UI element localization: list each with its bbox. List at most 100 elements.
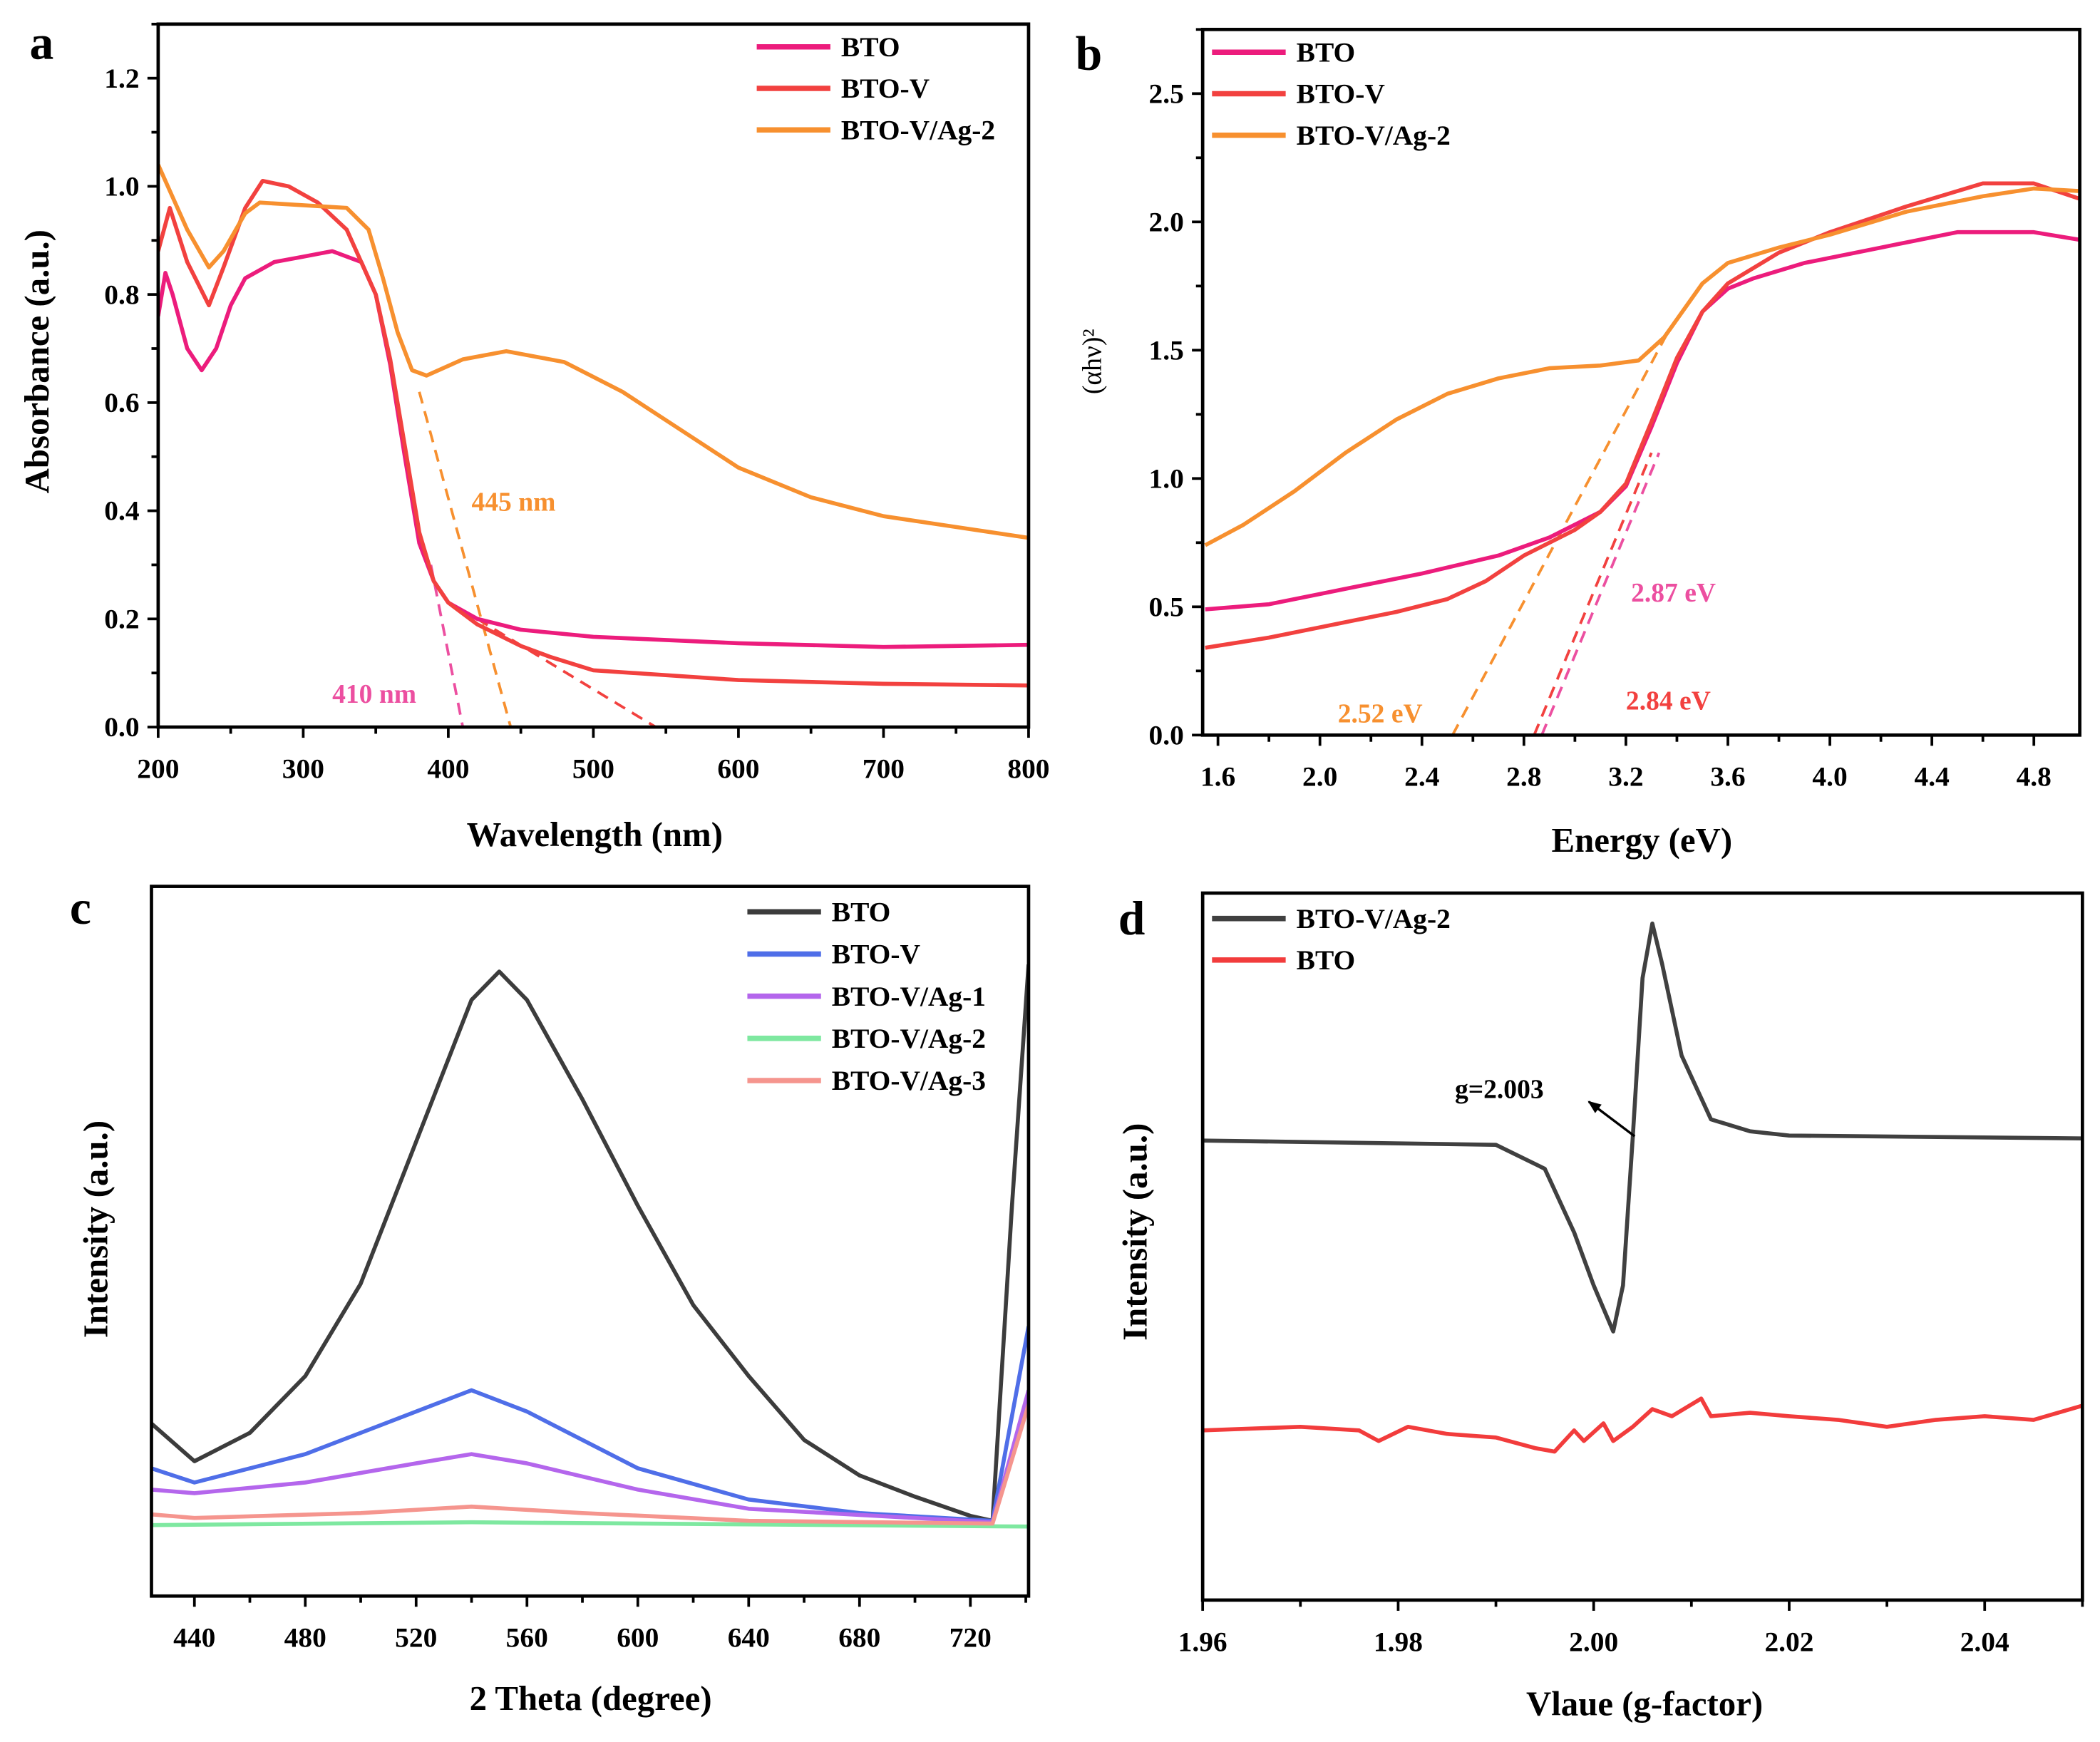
panel-letter-b: b	[1076, 27, 1103, 81]
x-tick-label: 700	[863, 753, 905, 784]
x-tick-label: 640	[728, 1622, 770, 1654]
x-tick-label: 680	[838, 1622, 880, 1654]
legend-label: BTO-V/Ag-3	[832, 1065, 986, 1096]
plot-area	[1203, 921, 2083, 1454]
panel-letter-c: c	[70, 881, 91, 934]
panel-c-pl-chart: c 2 Theta (degree) Intensity (a.u.) 440 4…	[70, 881, 1031, 1718]
legend-label: BTO-V	[841, 73, 930, 104]
x-axis-title: 2 Theta (degree)	[470, 1679, 712, 1718]
legend-label: BTO	[1297, 36, 1356, 68]
x-tick-label: 2.8	[1506, 761, 1541, 793]
y-axis-title: (αhν)²	[1078, 329, 1107, 394]
x-tick-label: 400	[427, 753, 469, 784]
legend-label: BTO-V/Ag-2	[832, 1023, 986, 1054]
x-tick-label: 300	[282, 753, 324, 784]
plot-area	[1204, 181, 2080, 736]
y-tick-label: 0.8	[104, 279, 139, 310]
legend-label: BTO	[832, 896, 891, 927]
series-line-bto-v-ag-2	[151, 1520, 1029, 1529]
x-tick-label: 2.0	[1302, 761, 1337, 793]
legend-label: BTO-V/Ag-2	[841, 114, 995, 145]
x-tick-label: 800	[1007, 753, 1049, 784]
tangent-line	[1540, 452, 1661, 736]
y-tick-label: 0.6	[104, 387, 139, 418]
legend-label: BTO	[1297, 944, 1356, 976]
x-axis-title: Vlaue (g-factor)	[1526, 1684, 1763, 1723]
x-tick-label: 2.00	[1569, 1626, 1618, 1657]
series-line-bto	[151, 964, 1029, 1523]
x-tick-label: 4.0	[1812, 761, 1847, 793]
x-tick-label: 1.98	[1374, 1626, 1423, 1657]
plot-frame	[1200, 891, 2084, 1602]
panel-letter-d: d	[1118, 892, 1146, 945]
series-line-bto-v-ag-2	[1203, 921, 2083, 1334]
panel-a-absorbance-chart: a Wavelength (nm) Absorbance (a.u.) 200 3…	[17, 16, 1050, 855]
panel-letter-a: a	[30, 16, 54, 70]
annotation-label: 410 nm	[332, 680, 416, 709]
x-tick-label: 1.6	[1200, 761, 1235, 793]
x-tick-label: 3.6	[1710, 761, 1745, 793]
x-tick-label: 720	[949, 1622, 992, 1654]
tangent-line	[429, 565, 465, 728]
y-tick-label: 1.0	[1149, 463, 1184, 494]
x-tick-label: 2.4	[1404, 761, 1439, 793]
y-tick-label: 0.4	[104, 495, 139, 527]
x-tick-label: 200	[137, 753, 179, 784]
legend-label: BTO-V	[1297, 78, 1386, 110]
y-tick-label: 0.5	[1149, 591, 1184, 622]
plot-frame	[1200, 27, 2081, 737]
x-tick-label: 1.96	[1178, 1626, 1227, 1657]
plot-area	[151, 964, 1029, 1529]
legend-label: BTO-V	[832, 939, 921, 970]
x-tick-label: 480	[284, 1622, 326, 1654]
panel-d-epr-chart: d Vlaue (g-factor) Intensity (a.u.) 1.96…	[1115, 891, 2084, 1723]
legend-label: BTO	[841, 31, 900, 63]
series-line-bto-v-ag-1	[151, 1389, 1029, 1525]
y-axis-title: Intensity (a.u.)	[76, 1120, 115, 1338]
x-tick-label: 600	[717, 753, 759, 784]
plot-area	[158, 163, 1029, 728]
x-axis-title: Energy (eV)	[1552, 820, 1733, 860]
panel-b-tauc-chart: b Energy (eV) (αhν)² 1.6 2.0 2.4 2.8 3.2 3.6 4…	[1076, 27, 2081, 860]
series-line-bto-v-ag-3	[151, 1403, 1029, 1526]
y-tick-label: 2.5	[1149, 78, 1184, 109]
x-tick-label: 440	[173, 1622, 215, 1654]
tangent-line	[1533, 452, 1653, 736]
x-axis-title: Wavelength (nm)	[467, 815, 723, 854]
y-tick-label: 0.2	[104, 603, 139, 634]
x-tick-label: 2.04	[1960, 1626, 2009, 1657]
tangent-line	[418, 391, 513, 728]
series-line-bto-v-ag-2	[158, 163, 1029, 540]
y-tick-label: 0.0	[104, 711, 139, 743]
x-tick-label: 560	[506, 1622, 548, 1654]
annotation-label: 2.87 eV	[1631, 579, 1716, 608]
series-line-bto-v	[158, 178, 1029, 688]
plot-frame	[150, 885, 1031, 1598]
y-tick-label: 2.0	[1149, 206, 1184, 237]
annotation-label: 445 nm	[471, 488, 555, 517]
y-tick-label: 1.5	[1149, 334, 1184, 366]
y-tick-label: 1.2	[104, 63, 139, 94]
y-tick-label: 0.0	[1149, 719, 1184, 751]
legend-label: BTO-V/Ag-2	[1297, 903, 1451, 934]
legend-label: BTO-V/Ag-2	[1297, 120, 1451, 151]
annotation-arrow	[1587, 1101, 1636, 1138]
series-line-bto-v	[1205, 181, 2080, 650]
x-tick-label: 3.2	[1608, 761, 1643, 793]
y-axis-title: Absorbance (a.u.)	[17, 230, 56, 493]
annotation-label: 2.84 eV	[1626, 686, 1711, 716]
tangent-line	[476, 617, 657, 728]
x-tick-label: 500	[572, 753, 614, 784]
legend-label: BTO-V/Ag-1	[832, 981, 986, 1012]
annotation-label: 2.52 eV	[1338, 699, 1423, 728]
y-axis-title: Intensity (a.u.)	[1115, 1123, 1154, 1341]
x-tick-label: 4.8	[2017, 761, 2052, 793]
x-tick-label: 4.4	[1915, 761, 1950, 793]
x-tick-label: 520	[395, 1622, 437, 1654]
x-tick-label: 2.02	[1764, 1626, 1813, 1657]
annotation-label: g=2.003	[1455, 1076, 1544, 1105]
y-tick-label: 1.0	[104, 171, 139, 202]
series-line-bto-v-ag-2	[1204, 186, 2080, 547]
series-line-bto	[1203, 1396, 2083, 1454]
